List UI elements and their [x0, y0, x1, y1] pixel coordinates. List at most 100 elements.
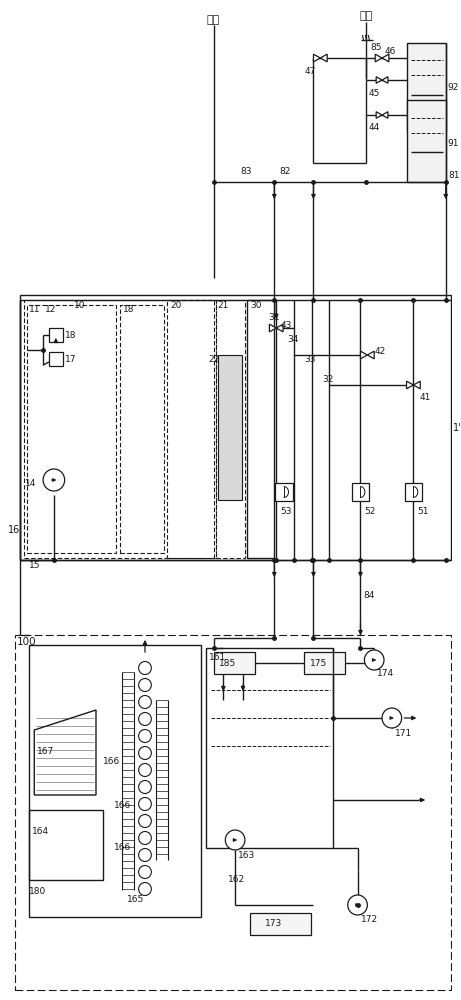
Bar — [30, 645, 201, 917]
Circle shape — [139, 730, 151, 742]
Polygon shape — [382, 54, 389, 62]
Circle shape — [43, 469, 65, 491]
Text: 100: 100 — [17, 637, 36, 647]
Polygon shape — [320, 54, 327, 62]
Bar — [15, 635, 450, 990]
Text: 14: 14 — [24, 479, 36, 488]
Bar — [27, 305, 116, 553]
Text: 84: 84 — [363, 590, 375, 599]
Text: 44: 44 — [368, 123, 379, 132]
Text: 166: 166 — [113, 844, 131, 852]
Text: 81: 81 — [449, 170, 460, 180]
Text: 氮気: 氮気 — [360, 11, 373, 21]
Polygon shape — [361, 351, 367, 359]
Text: 22: 22 — [209, 356, 220, 364]
Circle shape — [348, 895, 367, 915]
Text: 175: 175 — [309, 658, 327, 668]
Text: 43: 43 — [280, 322, 291, 330]
Text: 42: 42 — [374, 348, 385, 357]
Text: 172: 172 — [361, 916, 378, 924]
Text: 166: 166 — [103, 758, 120, 766]
Text: 91: 91 — [448, 138, 459, 147]
Text: 161: 161 — [209, 654, 226, 662]
Circle shape — [364, 650, 384, 670]
Text: 171: 171 — [395, 728, 412, 738]
Circle shape — [139, 848, 151, 861]
Text: 180: 180 — [30, 888, 47, 896]
Polygon shape — [407, 381, 414, 389]
Text: 92: 92 — [448, 84, 459, 93]
Circle shape — [139, 696, 151, 708]
Text: 41: 41 — [419, 393, 431, 402]
Bar — [250, 913, 311, 935]
Bar — [407, 43, 446, 131]
Bar — [213, 652, 254, 674]
Bar — [405, 483, 422, 501]
Text: 163: 163 — [238, 852, 255, 860]
Text: 18: 18 — [65, 330, 76, 340]
Text: 31: 31 — [268, 314, 280, 322]
Text: 85: 85 — [370, 43, 382, 52]
Text: 30: 30 — [250, 300, 261, 310]
Polygon shape — [269, 324, 276, 332]
Text: 46: 46 — [385, 47, 396, 56]
Circle shape — [139, 780, 151, 794]
Text: 34: 34 — [287, 336, 298, 344]
Circle shape — [139, 712, 151, 726]
Polygon shape — [376, 112, 382, 118]
Bar — [49, 328, 63, 342]
Text: 45: 45 — [368, 89, 380, 98]
Circle shape — [139, 746, 151, 760]
Circle shape — [139, 865, 151, 879]
Bar — [49, 352, 63, 366]
Bar — [247, 300, 274, 558]
Text: 33: 33 — [305, 356, 316, 364]
Polygon shape — [367, 351, 374, 359]
Polygon shape — [375, 54, 382, 62]
Polygon shape — [376, 77, 382, 83]
Bar — [24, 300, 215, 558]
Text: 162: 162 — [228, 876, 245, 884]
Circle shape — [139, 814, 151, 828]
Bar — [30, 810, 103, 880]
Circle shape — [139, 882, 151, 896]
Text: 164: 164 — [32, 828, 49, 836]
Polygon shape — [276, 324, 283, 332]
Text: 185: 185 — [219, 658, 236, 668]
Circle shape — [139, 764, 151, 776]
Text: 53: 53 — [280, 508, 292, 516]
Bar — [166, 300, 213, 558]
Text: 82: 82 — [279, 167, 290, 176]
Bar — [352, 483, 369, 501]
Bar — [19, 295, 450, 560]
Text: 20: 20 — [171, 300, 182, 310]
Text: 17: 17 — [65, 355, 76, 363]
Polygon shape — [382, 77, 388, 83]
Text: 32: 32 — [322, 375, 334, 384]
Text: 11: 11 — [30, 306, 41, 314]
Circle shape — [382, 708, 402, 728]
Text: 167: 167 — [37, 748, 54, 756]
Text: 51: 51 — [417, 508, 429, 516]
Text: 12: 12 — [45, 306, 56, 314]
Bar — [304, 652, 345, 674]
Polygon shape — [313, 54, 320, 62]
Bar — [407, 100, 446, 182]
Text: 15: 15 — [30, 560, 41, 570]
Circle shape — [139, 832, 151, 844]
Bar — [119, 305, 164, 553]
Circle shape — [139, 678, 151, 692]
Text: 1': 1' — [453, 423, 461, 433]
Bar — [206, 648, 333, 848]
Text: 21: 21 — [218, 300, 229, 310]
Text: 165: 165 — [127, 896, 145, 904]
Text: 10: 10 — [73, 300, 85, 310]
Bar — [275, 483, 293, 501]
Text: 52: 52 — [364, 508, 376, 516]
Polygon shape — [382, 112, 388, 118]
Text: 173: 173 — [265, 920, 282, 928]
Bar — [215, 300, 245, 558]
Text: 纯水: 纯水 — [207, 15, 220, 25]
Text: 174: 174 — [377, 668, 394, 678]
Text: 18: 18 — [124, 306, 135, 314]
